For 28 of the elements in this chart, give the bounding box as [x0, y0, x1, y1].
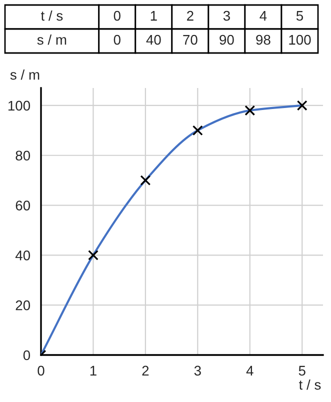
text: 0	[114, 34, 120, 45]
x-tick-label: 5	[298, 366, 306, 376]
text: 98	[256, 34, 270, 45]
text: s / m	[37, 34, 66, 45]
y-tick-label: 60	[16, 200, 30, 210]
text: 90	[220, 34, 234, 45]
x-axis-title: t / s	[299, 380, 321, 390]
y-axis-title: s / m	[10, 70, 40, 80]
text: t / s	[40, 10, 63, 21]
text: 4	[260, 11, 267, 21]
x-tick-label: 1	[90, 366, 96, 376]
y-tick-label: 20	[16, 300, 30, 310]
text: 2	[187, 10, 194, 21]
y-tick-label: 80	[16, 150, 30, 161]
x-tick-label: 2	[142, 366, 149, 376]
text: 100	[289, 34, 311, 45]
text: 5	[296, 11, 304, 21]
text: 3	[223, 10, 230, 21]
text: 70	[183, 34, 198, 45]
x-tick-label: 4	[246, 366, 254, 376]
y-tick-label: 100	[8, 100, 30, 111]
text: 0	[114, 10, 120, 21]
y-tick-label: 0	[23, 350, 30, 360]
x-tick-label: 0	[38, 366, 44, 376]
y-tick-label: 40	[15, 250, 30, 260]
x-tick-label: 3	[194, 366, 201, 376]
text: 40	[146, 34, 161, 45]
text: 1	[150, 11, 157, 21]
